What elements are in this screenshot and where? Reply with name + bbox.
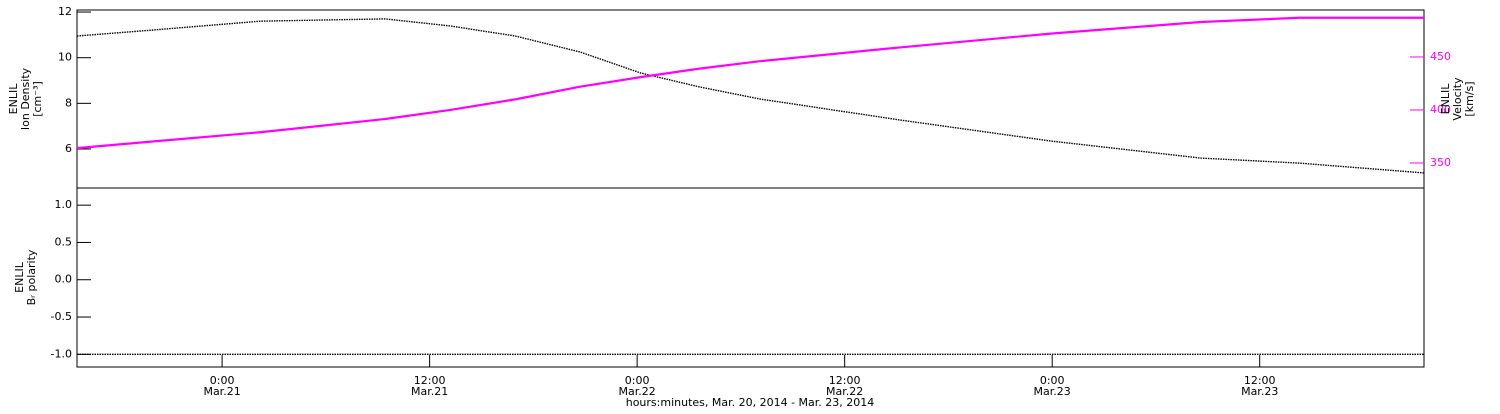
x-tick-label: 12:00 [414, 374, 446, 387]
y-tick-label: 10 [58, 51, 72, 64]
y-tick-label: -0.5 [51, 310, 72, 323]
x-tick-date: Mar.21 [411, 385, 448, 398]
y-tick-label: 8 [65, 96, 72, 109]
y2-axis-label: [km/s] [1463, 81, 1476, 116]
x-tick-date: Mar.23 [1034, 385, 1071, 398]
plot-frame [76, 9, 1425, 189]
y-tick-label: 12 [58, 5, 72, 18]
series-line [76, 18, 1425, 174]
y-tick-label: 0.5 [55, 235, 73, 248]
x-tick-date: Mar.23 [1241, 385, 1278, 398]
x-tick-label: 0:00 [210, 374, 235, 387]
y2-tick-label: 350 [1430, 156, 1451, 169]
y2-tick-label: 450 [1430, 50, 1451, 63]
x-axis-label: hours:minutes, Mar. 20, 2014 - Mar. 23, … [626, 396, 875, 409]
y-axis-label: ENLIL [13, 261, 26, 293]
y-tick-label: 6 [65, 142, 72, 155]
y2-tick-label: 400 [1430, 103, 1451, 116]
y2-axis-label: Velocity [1451, 77, 1464, 121]
x-tick-date: Mar.22 [619, 385, 656, 398]
y2-axis-label: ENLIL [1439, 83, 1452, 115]
y-axis-label: ENLIL [7, 83, 20, 115]
x-tick-label: 0:00 [1040, 374, 1065, 387]
plot-frame [76, 187, 1425, 368]
x-tick-label: 12:00 [829, 374, 861, 387]
y-tick-label: 1.0 [55, 198, 73, 211]
y-axis-label: Ion Density [19, 67, 32, 130]
x-tick-date: Mar.22 [826, 385, 863, 398]
series-line [76, 16, 1424, 150]
y-axis-label: [cm⁻³] [31, 81, 44, 117]
x-tick-label: 12:00 [1244, 374, 1276, 387]
y-axis-label: Bᵣ polarity [25, 249, 38, 305]
y-tick-label: 0.0 [55, 273, 73, 286]
y-tick-label: -1.0 [51, 347, 72, 360]
x-tick-date: Mar.21 [203, 385, 240, 398]
x-tick-label: 0:00 [625, 374, 650, 387]
